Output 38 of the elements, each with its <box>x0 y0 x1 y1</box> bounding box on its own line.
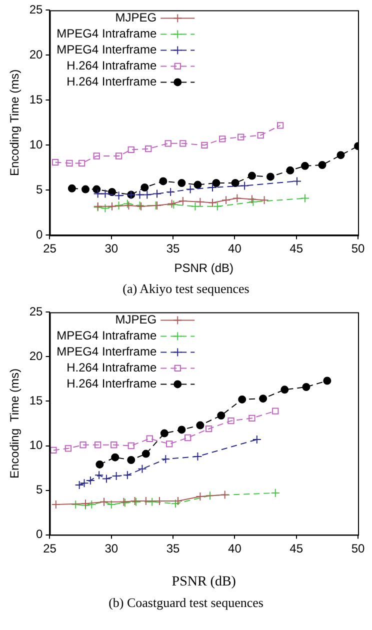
y-tick-label: 15 <box>29 92 44 107</box>
legend-label: MPEG4 Intraframe <box>56 328 157 343</box>
y-tick-label: 25 <box>29 2 44 17</box>
legend-label: MPEG4 Interframe <box>56 42 157 57</box>
text: (a) Akiyo test sequences <box>122 280 250 298</box>
y-axis-title: Encoding Time (ms) <box>8 69 22 176</box>
y-tick-label: 10 <box>29 138 44 152</box>
legend-label: H.264 Interframe <box>66 74 157 89</box>
x-tick-label: 35 <box>166 242 180 256</box>
y-tick-label: 0 <box>36 228 44 242</box>
legend-label: H.264 Intraframe <box>66 360 157 375</box>
legend-label: MJPEG <box>115 10 157 25</box>
y-tick-label: 15 <box>29 394 44 408</box>
y-tick-label: 20 <box>29 48 44 62</box>
y-axis-title: Encoding Time (ms) <box>8 368 22 479</box>
y-tick-label: 25 <box>29 304 44 319</box>
x-tick-label: 50 <box>351 541 365 556</box>
legend-label: MPEG4 Intraframe <box>56 26 157 41</box>
x-tick-label: 30 <box>104 541 118 556</box>
y-tick-label: 20 <box>29 349 44 364</box>
legend-label: MPEG4 Interframe <box>56 344 157 359</box>
y-tick-label: 0 <box>36 527 44 542</box>
y-tick-label: 10 <box>29 438 44 452</box>
x-tick-label: 45 <box>290 541 304 556</box>
legend-label: H.264 Interframe <box>66 376 157 391</box>
x-tick-label: 30 <box>104 242 118 256</box>
x-tick-label: 35 <box>166 541 180 556</box>
x-tick-label: 40 <box>228 541 242 556</box>
legend-label: MJPEG <box>115 312 157 327</box>
text: (b) Coastguard test sequences <box>108 594 264 612</box>
x-tick-label: 45 <box>290 242 304 256</box>
legend-label: H.264 Intraframe <box>66 58 157 73</box>
y-tick-label: 5 <box>36 182 44 197</box>
x-axis-title: PSNR (dB) <box>172 574 236 590</box>
x-tick-label: 40 <box>228 242 242 256</box>
x-tick-label: 50 <box>351 242 365 256</box>
y-tick-label: 5 <box>36 482 44 497</box>
x-axis-title: PSNR (dB) <box>174 261 234 276</box>
